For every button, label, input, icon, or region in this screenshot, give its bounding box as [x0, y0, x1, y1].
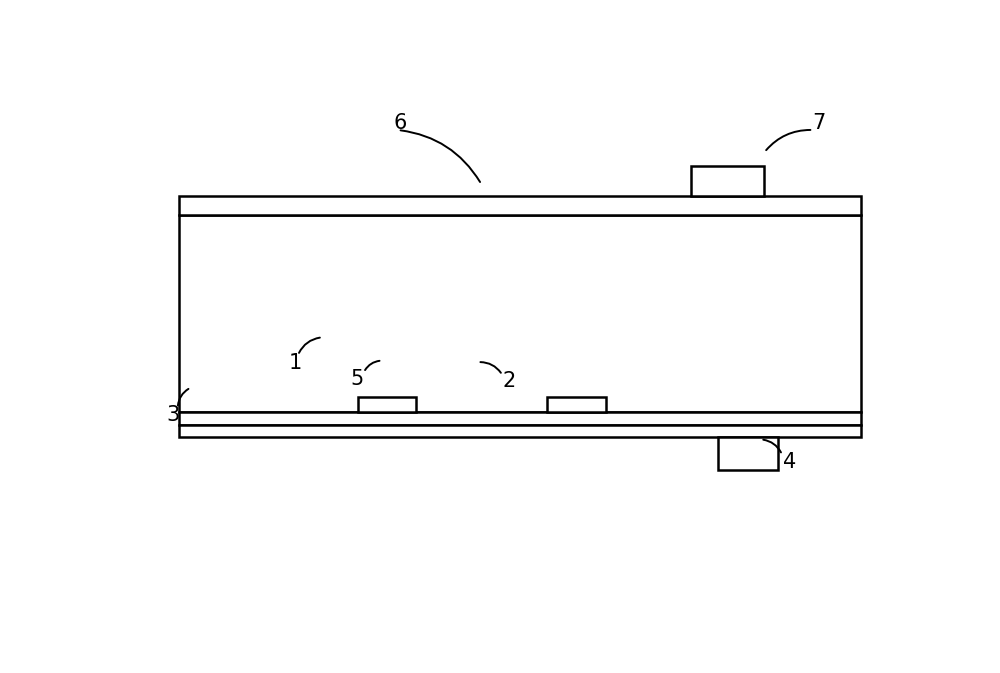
Text: 7: 7 — [812, 113, 825, 133]
Text: 2: 2 — [502, 371, 515, 391]
Bar — [718, 437, 778, 470]
Bar — [179, 196, 861, 215]
Text: 6: 6 — [393, 113, 407, 133]
Bar — [358, 397, 416, 413]
Bar — [179, 215, 861, 413]
Text: 1: 1 — [289, 353, 302, 374]
Text: 5: 5 — [351, 369, 364, 389]
Text: 3: 3 — [166, 405, 180, 425]
Bar — [179, 413, 861, 425]
Text: 4: 4 — [783, 452, 796, 472]
Bar — [547, 397, 606, 413]
Bar — [691, 166, 764, 196]
Bar — [179, 425, 861, 437]
